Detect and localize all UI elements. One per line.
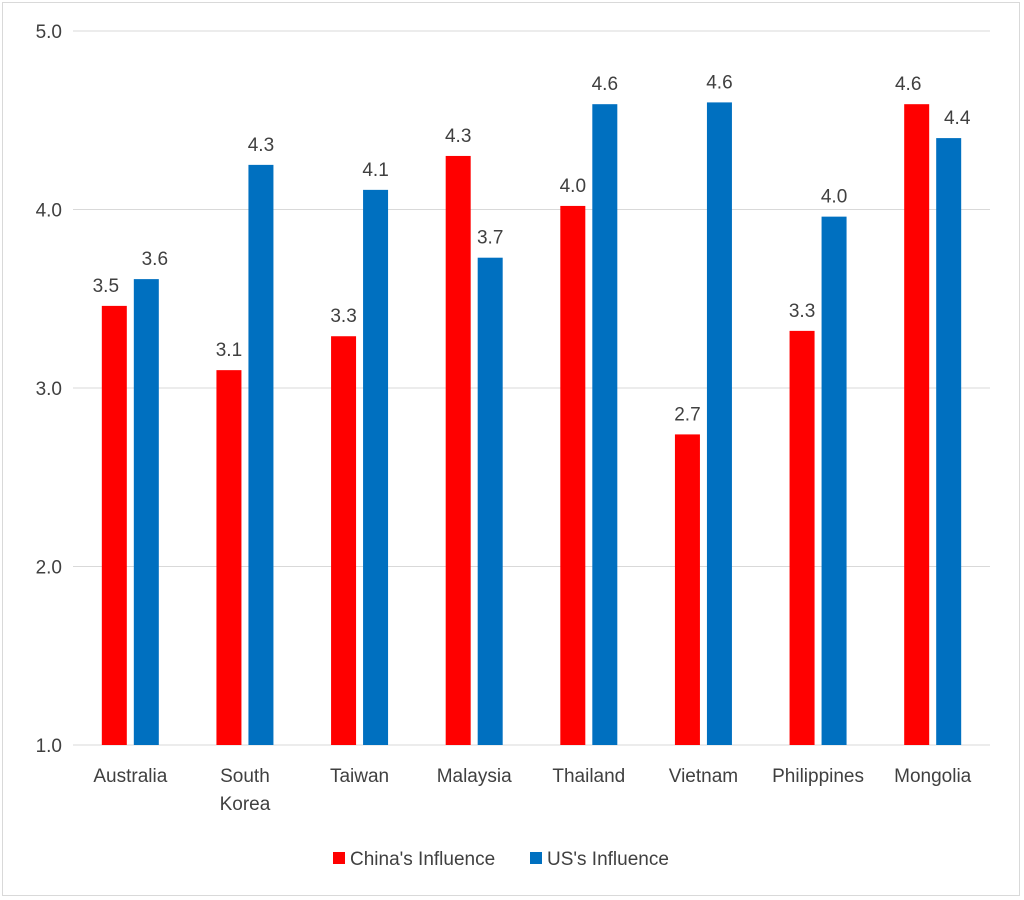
x-tick-label: Malaysia <box>437 766 512 787</box>
y-tick-label: 1.0 <box>36 736 62 757</box>
us-bar <box>936 138 962 746</box>
china-bar <box>674 434 700 745</box>
legend-swatch-us <box>530 852 542 864</box>
china-bar <box>445 155 471 745</box>
x-tick-label: Australia <box>93 766 167 787</box>
x-axis-ticks: Australia South Korea Taiwan Malaysia Thailan… <box>93 766 971 815</box>
china-data-label: 3.3 <box>330 306 356 327</box>
bars <box>101 102 962 746</box>
us-data-label: 4.1 <box>362 160 388 181</box>
china-bar <box>560 205 586 745</box>
china-bar <box>789 330 815 745</box>
y-tick-label: 4.0 <box>36 201 62 222</box>
us-data-label: 4.6 <box>592 74 618 95</box>
x-tick-label: Philippines <box>772 766 864 787</box>
china-data-label: 4.0 <box>560 176 586 197</box>
us-data-label: 4.4 <box>944 108 971 129</box>
us-data-label: 3.7 <box>477 228 503 249</box>
china-bar <box>331 336 357 745</box>
china-bar <box>216 370 242 745</box>
x-tick-label: South <box>220 766 270 787</box>
us-data-label: 4.6 <box>706 72 732 93</box>
us-bar <box>592 104 618 745</box>
x-tick-label: Thailand <box>552 766 625 787</box>
y-tick-label: 2.0 <box>36 558 62 579</box>
y-tick-label: 3.0 <box>36 379 62 400</box>
data-labels: 3.5 3.1 3.3 4.3 4.0 2.7 3.3 4.6 3.6 4.3 4.1 3.7 4.6 4… <box>93 72 971 425</box>
us-bar <box>706 102 732 745</box>
x-tick-label: Korea <box>220 794 271 815</box>
us-data-label: 4.0 <box>821 187 847 208</box>
china-data-label: 4.3 <box>445 126 471 147</box>
china-bar <box>904 104 930 745</box>
legend-label-us: US's Influence <box>547 849 669 870</box>
china-data-label: 4.6 <box>895 74 921 95</box>
us-bar <box>477 257 503 745</box>
us-bar <box>821 216 847 745</box>
china-data-label: 3.1 <box>216 340 242 361</box>
china-bar <box>101 305 127 745</box>
x-tick-label: Vietnam <box>669 766 738 787</box>
us-data-label: 4.3 <box>248 135 274 156</box>
us-data-label: 3.6 <box>142 249 168 270</box>
china-data-label: 3.5 <box>93 276 119 297</box>
x-tick-label: Mongolia <box>894 766 972 787</box>
y-tick-label: 5.0 <box>36 22 62 43</box>
legend-label-china: China's Influence <box>350 849 495 870</box>
x-tick-label: Taiwan <box>330 766 389 787</box>
china-data-label: 2.7 <box>674 404 700 425</box>
legend-swatch-china <box>333 852 345 864</box>
legend: China's Influence US's Influence <box>333 849 669 870</box>
china-data-label: 3.3 <box>789 301 815 322</box>
us-bar <box>133 279 159 745</box>
us-bar <box>248 164 274 745</box>
us-bar <box>363 189 389 746</box>
gridlines <box>73 30 990 746</box>
y-axis-ticks: 1.0 2.0 3.0 4.0 5.0 <box>36 22 62 757</box>
